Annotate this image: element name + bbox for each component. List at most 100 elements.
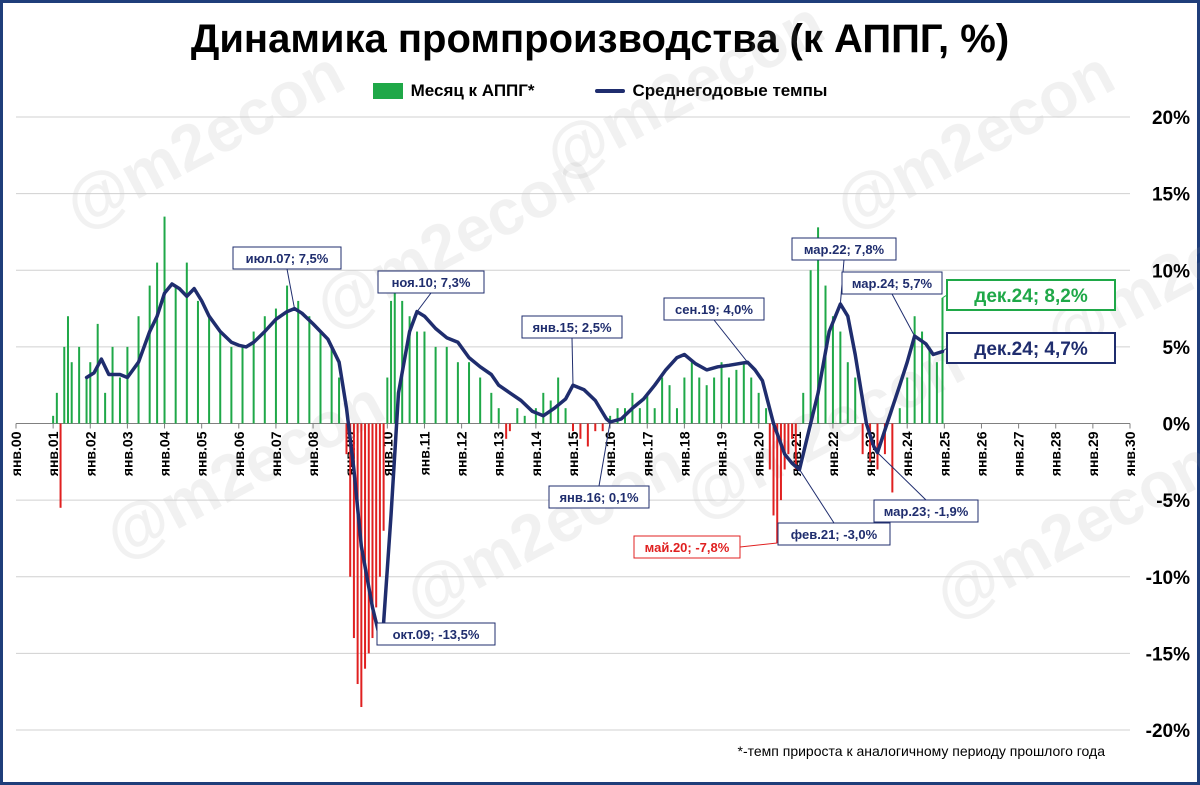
annotation-leader (739, 542, 778, 548)
bar (274, 308, 277, 424)
x-tick-label: янв.00 (8, 431, 24, 476)
x-tick-label: янв.25 (936, 431, 952, 476)
annotation-box (232, 246, 342, 270)
annotation-label: май.20; -7,8% (645, 540, 730, 555)
bar (126, 346, 129, 424)
bar (497, 408, 500, 424)
bar (468, 362, 471, 424)
bar (338, 377, 341, 424)
bar (809, 270, 812, 424)
x-tick-label: янв.28 (1048, 431, 1064, 476)
bar (534, 408, 537, 424)
bar (59, 423, 62, 508)
annotation-label: сен.19; 4,0% (675, 302, 753, 317)
bar (330, 346, 333, 424)
bar (698, 377, 701, 424)
bar (921, 331, 924, 424)
bar (690, 362, 693, 424)
bar (646, 392, 649, 424)
x-tick-label: янв.22 (825, 431, 841, 476)
bar (367, 423, 370, 654)
bar (601, 423, 604, 432)
bar (846, 362, 849, 424)
bar (542, 392, 545, 424)
bar (63, 346, 66, 424)
x-tick-label: янв.30 (1122, 431, 1138, 476)
y-tick-label: 5% (1163, 338, 1191, 359)
legend-item-bars: Месяц к АППГ* (372, 81, 535, 101)
x-tick-label: янв.15 (565, 431, 581, 476)
bar (935, 362, 938, 424)
y-tick-label: 0% (1163, 415, 1191, 436)
annotation-box (633, 535, 741, 559)
annotation-label: июл.07; 7,5% (246, 251, 329, 266)
annotation-label: мар.23; -1,9% (884, 504, 969, 519)
bar (375, 423, 378, 608)
bar (757, 392, 760, 424)
watermark-text: @m2econ (53, 36, 355, 242)
annotation-leader (713, 319, 748, 363)
annotation-leader (598, 421, 611, 487)
bar (869, 423, 872, 462)
series-line (84, 282, 945, 633)
bar (683, 377, 686, 424)
x-tick-label: янв.17 (639, 431, 655, 476)
bar (118, 377, 121, 424)
bar (137, 316, 140, 424)
bar (735, 369, 738, 424)
bar (241, 346, 244, 424)
bar (156, 262, 159, 424)
bar (616, 408, 619, 424)
bar (148, 285, 151, 424)
bar (479, 377, 482, 424)
bar (772, 423, 775, 516)
bar (445, 346, 448, 424)
bar (208, 316, 211, 424)
annotation-label: дек.24; 8,2% (974, 286, 1088, 307)
annotation-box (841, 271, 943, 295)
bar (174, 285, 177, 424)
bar (263, 316, 266, 424)
bar (831, 316, 834, 424)
bar (111, 346, 114, 424)
bar (349, 423, 352, 577)
annotation-box (376, 622, 496, 646)
bar (219, 331, 222, 424)
chart-footnote: *-темп прироста к аналогичному периоду п… (737, 743, 1106, 759)
legend-swatch-bars (372, 83, 403, 99)
annotation-label: янв.15; 2,5% (532, 320, 612, 335)
bar (390, 300, 393, 424)
annotation-leader (571, 337, 574, 386)
bar (750, 377, 753, 424)
x-tick-label: янв.13 (491, 431, 507, 476)
bar (594, 423, 597, 432)
bar (345, 423, 348, 455)
bar (787, 423, 790, 455)
bar (765, 408, 768, 424)
annotation-label: дек.24; 4,7% (974, 339, 1088, 360)
x-tick-label: янв.19 (714, 431, 730, 476)
bar (66, 316, 69, 424)
bar (382, 423, 385, 531)
bar (386, 377, 389, 424)
bar (490, 392, 493, 424)
bar (423, 331, 426, 424)
bar (883, 423, 886, 455)
bar (776, 423, 779, 544)
watermark-text: @m2econ (823, 36, 1125, 242)
y-tick-label: 15% (1152, 185, 1190, 206)
y-tick-label: -20% (1146, 721, 1190, 742)
bar (668, 385, 671, 424)
annotation-label: янв.16; 0,1% (559, 490, 639, 505)
x-tick-label: янв.20 (751, 431, 767, 476)
bar (104, 392, 107, 424)
bar (85, 377, 88, 424)
x-tick-label: янв.18 (676, 431, 692, 476)
bar (456, 362, 459, 424)
bar (163, 216, 166, 424)
bar (861, 423, 864, 455)
bar (768, 423, 771, 470)
y-tick-label: -10% (1146, 568, 1190, 589)
bar (505, 423, 508, 439)
